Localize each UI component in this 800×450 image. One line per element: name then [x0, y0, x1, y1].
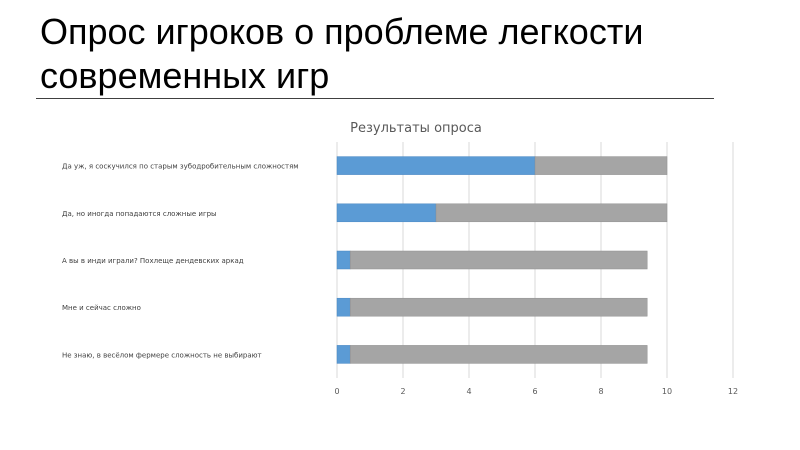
category-label: Да уж, я соскучился по старым зубодробит…: [62, 163, 299, 171]
bar-segment-primary: [336, 203, 437, 223]
title-divider: [36, 98, 714, 99]
category-label: Мне и сейчас сложно: [62, 304, 141, 312]
x-tick-label: 6: [532, 387, 537, 396]
chart-title: Результаты опроса: [350, 121, 482, 136]
bar-segment-primary: [336, 297, 351, 317]
x-tick-label: 10: [662, 387, 672, 396]
bar-segment-primary: [336, 250, 351, 270]
x-tick-label: 0: [334, 387, 339, 396]
slide-title: Опрос игроков о проблеме легкости соврем…: [40, 11, 644, 96]
category-label: Не знаю, в весёлом фермере сложность не …: [62, 351, 262, 359]
bar-segment-primary: [336, 156, 536, 175]
x-tick-label: 4: [466, 387, 471, 396]
x-tick-label: 2: [400, 387, 405, 396]
chart-plot: 0 2 4 6 8 10 12 Да уж, я соскучился по старым з…: [62, 142, 738, 396]
category-label: Да, но иногда попадаются сложные игры: [62, 210, 217, 218]
bar-segment-primary: [336, 345, 351, 364]
category-label: А вы в инди играли? Похлеще дендевских а…: [62, 257, 244, 265]
x-tick-label: 12: [728, 387, 738, 396]
bar-segment-remainder: [349, 297, 648, 317]
x-tick-label: 8: [598, 387, 603, 396]
survey-chart: Результаты опроса 0 2 4 6 8 10 12 Да уж, я соск…: [0, 110, 800, 410]
bar-segment-remainder: [349, 250, 648, 270]
bar-segment-remainder: [534, 156, 668, 175]
bar-segment-remainder: [435, 203, 668, 223]
bar-segment-remainder: [349, 345, 648, 364]
